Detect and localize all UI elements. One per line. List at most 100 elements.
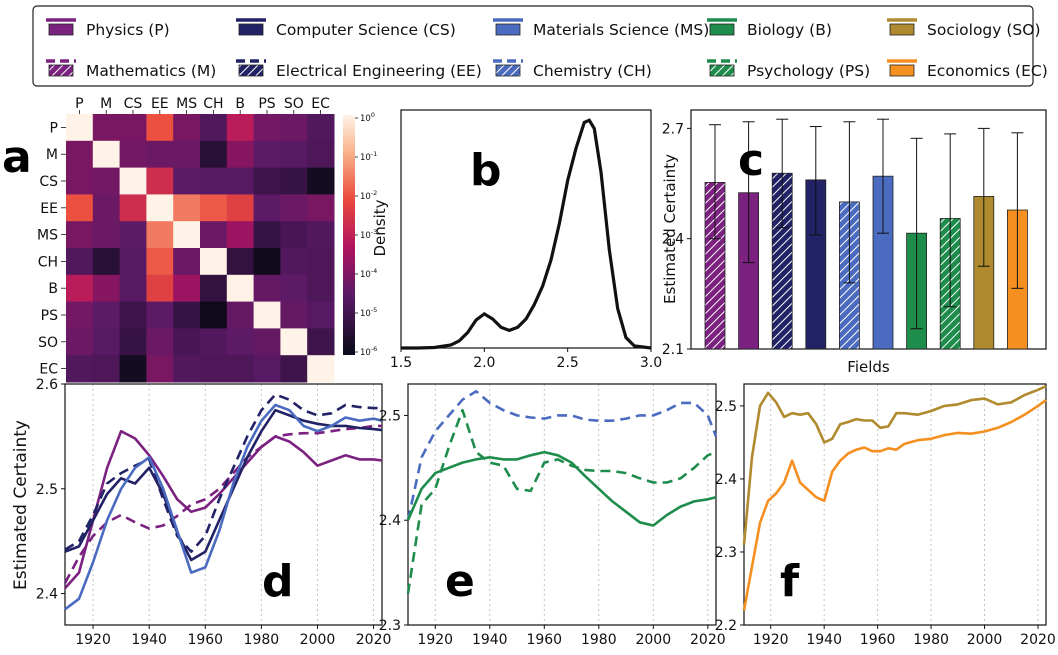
- heatmap-cell-so-ee: [146, 328, 174, 356]
- heatmap-cell-ec-ps: [253, 355, 281, 383]
- heatmap-cell-so-ec: [307, 328, 335, 356]
- legend-label-cs: Computer Science (CS): [276, 21, 456, 39]
- heatmap-cell-ps-ee: [146, 301, 174, 329]
- heatmap-cell-b-p: [66, 274, 94, 303]
- line-ps: [406, 408, 717, 594]
- y-axis-label: Estimated Certainty: [661, 154, 679, 304]
- heatmap-cell-cs-so: [280, 167, 308, 195]
- heatmap-cell-ms-p: [66, 221, 94, 249]
- heatmap-cell-ps-ec: [307, 301, 335, 329]
- x-tick-label: 2020: [356, 632, 392, 648]
- line-so: [742, 385, 1047, 545]
- heatmap-cell-ec-so: [280, 355, 308, 383]
- heatmap-cell-b-ee: [146, 274, 174, 303]
- y-tick-label: 2.2: [715, 618, 737, 634]
- legend-label-so: Sociology (SO): [927, 21, 1041, 39]
- heatmap-cell-m-m: [92, 140, 121, 169]
- y-tick-label: 2.4: [662, 232, 684, 248]
- heatmap-cell-ch-ms: [173, 248, 201, 276]
- heatmap-cell-ch-ch: [200, 248, 228, 276]
- heatmap-cell-p-ec: [307, 114, 335, 142]
- x-tick-label: 1980: [581, 632, 617, 648]
- panel-letter-f: f: [780, 556, 800, 607]
- heatmap-cell-so-m: [92, 328, 121, 356]
- x-tick-label: 1960: [526, 632, 562, 648]
- heatmap-x-label: P: [75, 96, 83, 112]
- heatmap-cell-p-ee: [146, 114, 174, 142]
- heatmap-cell-so-ch: [200, 328, 228, 356]
- heatmap-cell-m-ps: [253, 140, 281, 169]
- legend-label-ch: Chemistry (CH): [533, 62, 652, 80]
- x-tick-label: 1940: [806, 632, 842, 648]
- heatmap-cell-ch-ec: [307, 248, 335, 276]
- heatmap-cell-ms-b: [226, 221, 255, 249]
- heatmap-cell-ee-cs: [119, 194, 147, 222]
- heatmap-cell-b-so: [280, 274, 308, 303]
- panel-letter-c: c: [738, 135, 764, 186]
- heatmap-cell-ee-b: [226, 194, 255, 222]
- legend-items: Physics (P) Mathematics (M) Computer Scien…: [46, 18, 1048, 80]
- x-tick-label: 2.5: [557, 355, 579, 371]
- y-tick-label: 2.3: [379, 618, 401, 634]
- heatmap-cell-ch-b: [226, 248, 255, 276]
- heatmap-x-label: EE: [151, 96, 169, 112]
- heatmap-cell-ec-ee: [146, 355, 174, 383]
- heatmap-x-label: MS: [176, 96, 197, 112]
- panel-c-axes: 2.1 2.4 2.7 Fields Estimated Certainty: [661, 109, 1047, 376]
- x-tick-label: 1960: [860, 632, 896, 648]
- heatmap-cell-ms-ps: [253, 221, 281, 249]
- panel-f-axes: 1920 1940 1960 1980 2000 2020 2.2 2.3 2.4 2.5: [715, 383, 1056, 648]
- heatmap-cell-cs-cs: [119, 167, 147, 195]
- x-tick-label: 1940: [472, 632, 508, 648]
- y-tick-label: 2.4: [36, 587, 58, 603]
- line-ch: [406, 390, 718, 521]
- legend-swatch-ec: [889, 64, 915, 77]
- heatmap-cell-ee-ee: [146, 194, 174, 222]
- heatmap-cell-cs-ec: [307, 167, 335, 195]
- colorbar-tick-label: 10-5: [360, 306, 377, 319]
- heatmap-x-label: CH: [203, 96, 223, 112]
- heatmap-cell-ps-ms: [173, 301, 201, 329]
- line-b: [406, 450, 717, 527]
- y-tick-label: 2.3: [715, 545, 737, 561]
- colorbar-tick-label: 100: [360, 111, 375, 124]
- heatmap-cell-m-ec: [307, 140, 335, 169]
- heatmap-cells: [66, 114, 335, 383]
- y-tick-label: 2.6: [36, 377, 58, 393]
- heatmap-cell-b-ch: [200, 274, 228, 303]
- panel-d-lines: 1920 1940 1960 1980 2000 2020 2.4 2.5 2.6 Estimat…: [11, 377, 391, 648]
- heatmap-cell-p-ms: [173, 114, 201, 142]
- heatmap-cell-m-ee: [146, 140, 174, 169]
- x-tick-label: 1960: [187, 632, 223, 648]
- heatmap-x-label: PS: [258, 96, 275, 112]
- panel-c-bar-group: [704, 118, 1028, 350]
- x-tick-label: 1980: [913, 632, 949, 648]
- axes-frame: [64, 383, 383, 626]
- heatmap-cell-ch-ee: [146, 248, 174, 276]
- heatmap-cell-b-ms: [173, 274, 201, 303]
- heatmap-y-label: EE: [40, 201, 58, 217]
- x-tick-label: 2020: [1020, 632, 1056, 648]
- heatmap-cell-p-b: [226, 114, 255, 142]
- heatmap-cell-ps-b: [226, 301, 255, 329]
- x-tick-label: 1980: [244, 632, 280, 648]
- panel-d-axes: 1920 1940 1960 1980 2000 2020 2.4 2.5 2.6 Estimat…: [11, 377, 391, 648]
- heatmap-cell-cs-b: [226, 167, 255, 195]
- legend-swatch-ms: [495, 23, 521, 36]
- heatmap-cell-cs-ee: [146, 167, 174, 195]
- heatmap-cell-so-ms: [173, 328, 201, 356]
- line-ee: [64, 393, 382, 553]
- panel-letter-a: a: [2, 132, 32, 183]
- heatmap-y-label: SO: [38, 335, 58, 351]
- x-tick-label: 1920: [75, 632, 111, 648]
- x-tick-label: 1920: [417, 632, 453, 648]
- heatmap-cell-ms-ec: [307, 221, 335, 249]
- heatmap-cell-ee-p: [66, 194, 94, 222]
- x-tick-label: 3.0: [640, 355, 662, 371]
- x-tick-label: 2000: [635, 632, 671, 648]
- heatmap-cell-ec-m: [92, 355, 121, 383]
- panel-e-lines: 1920 1940 1960 1980 2000 2020 2.3 2.4 2.5 e: [379, 383, 726, 648]
